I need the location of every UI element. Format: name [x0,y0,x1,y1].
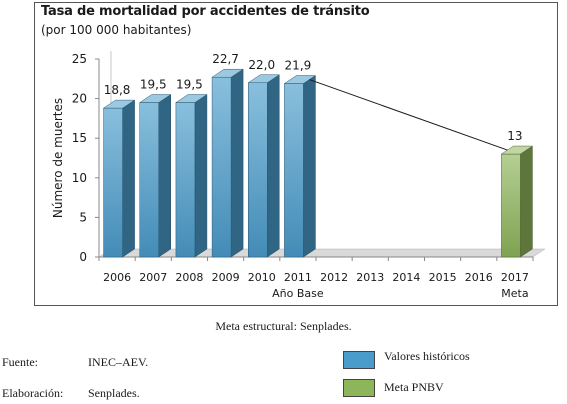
x-tick-label: 2006 [103,271,131,284]
x-tick-label: 2008 [175,271,203,284]
y-tick-label: 25 [72,52,87,66]
y-tick-label: 5 [79,210,87,224]
bar-side [158,94,171,258]
y-tick-label: 20 [72,92,87,106]
y-tick-label: 10 [72,171,87,185]
source-value: INEC–AEV. [88,355,149,369]
bar-top [138,94,172,103]
x-tick-label: 2010 [248,271,276,284]
bar-top [175,94,208,103]
legend-swatch-meta [343,379,375,397]
chart-caption: Meta estructural: Senplades. [215,319,352,333]
bar-side [230,68,244,258]
bar-side [267,74,280,258]
data-label: 22,7 [212,52,239,66]
x-tick-label: 2007 [139,271,167,284]
bar-side [122,99,135,258]
bar-2006 [103,107,123,258]
bar-top [247,74,281,84]
bar-2011 [284,83,304,258]
data-label: 19,5 [176,78,203,92]
bar-top [102,99,136,109]
bar-side [303,75,316,258]
x-tick-label: 2009 [212,271,240,284]
trend-line [309,79,508,151]
bar-side [194,94,208,258]
bar-top [500,145,534,155]
data-label: 18,8 [104,83,131,97]
x-tick-label: 2011 [284,271,312,284]
chart-subtitle: (por 100 000 habitantes) [41,23,192,37]
legend-swatch-historicos [343,351,375,369]
data-label: 22,0 [248,58,275,72]
x-tick-sublabel: Año Base [272,287,324,300]
x-tick-sublabel: Meta [501,287,528,300]
bar-2007 [139,102,159,258]
elaboration-value: Senplades. [88,386,140,400]
bar-2008 [175,102,196,258]
x-tick-label: 2014 [392,271,420,284]
bar-side [520,145,533,258]
y-tick-label: 0 [79,250,87,264]
x-tick-label: 2017 [501,271,529,284]
data-label: 21,9 [285,59,312,73]
x-tick-label: 2013 [356,271,384,284]
bar-top [283,75,317,84]
x-tick-label: 2015 [429,271,457,284]
legend-label-historicos: Valores históricos [384,349,470,363]
chart-frame [34,2,558,306]
bar-top [211,68,244,78]
x-tick-label: 2012 [320,271,348,284]
x-tick-label: 2016 [465,271,493,284]
bar-2009 [211,76,232,258]
elaboration-label: Elaboración: [2,386,64,400]
source-label: Fuente: [2,355,38,369]
legend-label-meta: Meta PNBV [384,380,444,394]
bar-2017 [501,153,521,258]
y-axis-title: Número de muertes [51,98,65,218]
data-label: 19,5 [140,78,167,92]
chart-title: Tasa de mortalidad por accidentes de trá… [41,4,370,19]
data-label: 13 [507,129,522,143]
y-tick-label: 15 [72,131,87,145]
bar-2010 [248,82,268,258]
